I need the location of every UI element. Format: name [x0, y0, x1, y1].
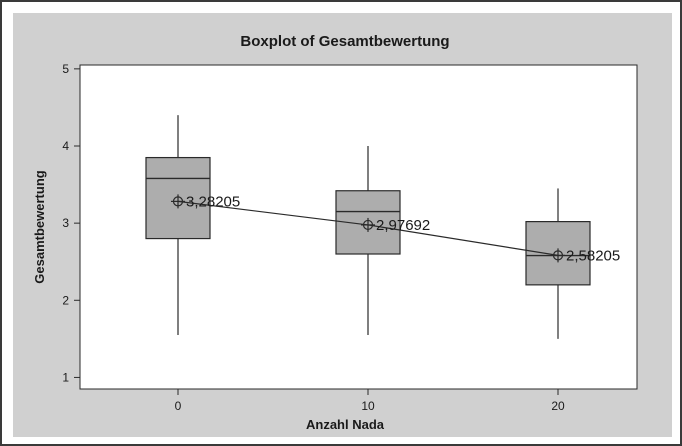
- x-tick-label: 0: [175, 399, 182, 413]
- chart-title: Boxplot of Gesamtbewertung: [240, 33, 449, 50]
- mean-label: 2,58205: [566, 247, 620, 264]
- y-tick-label: 2: [62, 293, 69, 307]
- y-axis-label: Gesamtbewertung: [32, 170, 47, 283]
- mean-label: 3,28205: [186, 193, 240, 210]
- boxplot-chart: Boxplot of Gesamtbewertung 1 2 3 4 5 0 10 20 3,2…: [32, 33, 638, 432]
- y-tick-label: 1: [62, 370, 69, 384]
- x-axis-label: Anzahl Nada: [306, 417, 385, 432]
- x-tick-label: 10: [361, 399, 375, 413]
- y-tick-label: 5: [62, 62, 69, 76]
- x-tick-label: 20: [551, 399, 565, 413]
- y-tick-label: 4: [62, 139, 69, 153]
- y-tick-label: 3: [62, 216, 69, 230]
- mean-label: 2,97692: [376, 217, 430, 234]
- chart-background: Boxplot of Gesamtbewertung 1 2 3 4 5 0 10 20 3,2…: [13, 13, 672, 437]
